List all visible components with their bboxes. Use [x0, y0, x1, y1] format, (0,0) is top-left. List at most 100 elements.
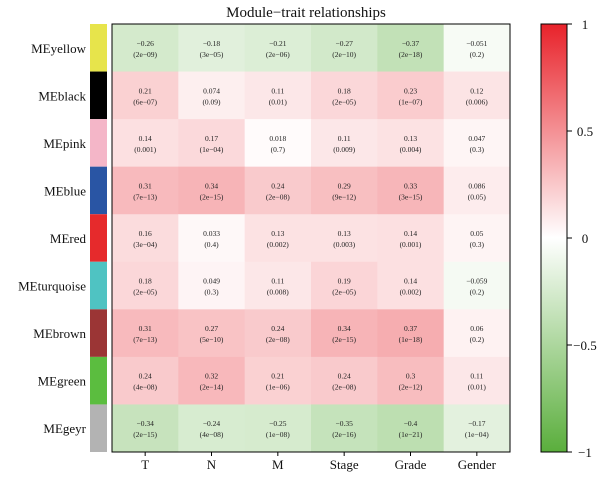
cell-correlation-label: 0.24 [338, 372, 351, 381]
cell-correlation-label: 0.05 [470, 229, 483, 238]
cell-pvalue-label: (0.002) [267, 240, 289, 249]
heatmap-cell [443, 404, 511, 453]
cell-correlation-label: −0.051 [466, 39, 487, 48]
module-swatch [90, 166, 107, 215]
cell-correlation-label: −0.26 [136, 39, 154, 48]
cell-pvalue-label: (0.3) [204, 288, 219, 297]
cell-correlation-label: 0.33 [404, 181, 417, 190]
cell-pvalue-label: (5e−10) [200, 335, 224, 344]
heatmap-cell [377, 214, 445, 263]
heatmap-cell [244, 309, 312, 358]
cell-pvalue-label: (2e−15) [200, 192, 224, 201]
heatmap-cell [311, 261, 378, 310]
cell-pvalue-label: (0.004) [400, 145, 422, 154]
heatmap-cell [443, 214, 511, 263]
cell-pvalue-label: (2e−15) [133, 430, 157, 439]
cell-correlation-label: 0.049 [203, 277, 220, 286]
cell-correlation-label: 0.16 [139, 229, 152, 238]
cell-correlation-label: 0.11 [338, 134, 351, 143]
cell-correlation-label: 0.074 [203, 86, 220, 95]
row-label: MEblue [44, 183, 86, 198]
heatmap-cell [112, 356, 179, 405]
cell-pvalue-label: (3e−15) [399, 192, 423, 201]
cell-pvalue-label: (1e−04) [465, 430, 489, 439]
cell-pvalue-label: (0.3) [470, 145, 485, 154]
heatmap-cell [112, 309, 179, 358]
cell-pvalue-label: (1e−08) [266, 430, 290, 439]
cell-pvalue-label: (0.2) [470, 288, 485, 297]
cell-correlation-label: 0.37 [404, 324, 417, 333]
cell-pvalue-label: (0.3) [470, 240, 485, 249]
heatmap-cell [377, 261, 445, 310]
cell-pvalue-label: (1e−06) [266, 383, 290, 392]
column-label: Grade [395, 457, 427, 472]
cell-correlation-label: −0.21 [269, 39, 287, 48]
cell-pvalue-label: (0.003) [333, 240, 355, 249]
cell-pvalue-label: (1e−18) [399, 335, 423, 344]
heatmap-cell [178, 261, 246, 310]
heatmap-cell [244, 119, 312, 168]
cell-correlation-label: −0.35 [335, 419, 353, 428]
heatmap-cell [377, 356, 445, 405]
cell-pvalue-label: (2e−09) [133, 50, 157, 59]
cell-correlation-label: −0.37 [402, 39, 420, 48]
cell-pvalue-label: (0.002) [400, 288, 422, 297]
cell-pvalue-label: (3e−04) [133, 240, 157, 249]
column-label: T [141, 457, 149, 472]
cell-pvalue-label: (0.2) [470, 335, 485, 344]
colorbar: 1 0.5 0 −0.5 −1 [540, 17, 597, 460]
cell-correlation-label: −0.27 [335, 39, 353, 48]
cell-correlation-label: 0.21 [139, 86, 152, 95]
heatmap-cell [443, 261, 511, 310]
cell-pvalue-label: (2e−12) [399, 383, 423, 392]
cell-correlation-label: 0.14 [139, 134, 152, 143]
cell-pvalue-label: (4e−08) [200, 430, 224, 439]
cell-correlation-label: −0.25 [269, 419, 287, 428]
column-label: M [272, 457, 284, 472]
cell-correlation-label: 0.11 [271, 86, 284, 95]
cell-pvalue-label: (0.01) [269, 97, 288, 106]
cell-correlation-label: 0.17 [205, 134, 218, 143]
cell-pvalue-label: (0.05) [468, 192, 487, 201]
heatmap-cell [311, 166, 378, 215]
cell-correlation-label: 0.13 [404, 134, 417, 143]
cell-pvalue-label: (2e−10) [332, 50, 356, 59]
heatmap-cell [112, 214, 179, 263]
cell-pvalue-label: (2e−18) [399, 50, 423, 59]
heatmap-cell [377, 404, 445, 453]
column-label: N [207, 457, 217, 472]
row-label: MEgeyr [43, 421, 86, 436]
cell-pvalue-label: (2e−08) [266, 192, 290, 201]
cell-pvalue-label: (7e−13) [133, 335, 157, 344]
heatmap-cell [311, 214, 378, 263]
heatmap-cell [311, 309, 378, 358]
column-labels: T N M Stage Grade Gender [141, 452, 497, 472]
cell-correlation-label: −0.4 [404, 419, 418, 428]
cell-correlation-label: 0.11 [271, 277, 284, 286]
heatmap-cell [377, 309, 445, 358]
heatmap-cell [443, 24, 511, 73]
column-label: Gender [458, 457, 497, 472]
heatmap-cell [443, 119, 511, 168]
cell-correlation-label: 0.32 [205, 372, 218, 381]
heatmap-cell [178, 166, 246, 215]
heatmap-cell [244, 356, 312, 405]
heatmap-cell [377, 24, 445, 73]
cell-correlation-label: −0.18 [203, 39, 221, 48]
cell-correlation-label: 0.34 [205, 181, 218, 190]
cell-pvalue-label: (9e−12) [332, 192, 356, 201]
heatmap-cell [244, 404, 312, 453]
cell-pvalue-label: (7e−13) [133, 192, 157, 201]
heatmap-cell [443, 166, 511, 215]
cell-correlation-label: 0.12 [470, 86, 483, 95]
cell-correlation-label: 0.14 [404, 229, 417, 238]
cell-pvalue-label: (2e−08) [332, 383, 356, 392]
cell-pvalue-label: (0.009) [333, 145, 355, 154]
cell-pvalue-label: (2e−06) [266, 50, 290, 59]
heatmap-cell [112, 404, 179, 453]
cell-correlation-label: 0.018 [269, 134, 286, 143]
cell-correlation-label: 0.047 [468, 134, 485, 143]
cell-pvalue-label: (0.01) [468, 383, 487, 392]
module-swatch [90, 119, 107, 167]
